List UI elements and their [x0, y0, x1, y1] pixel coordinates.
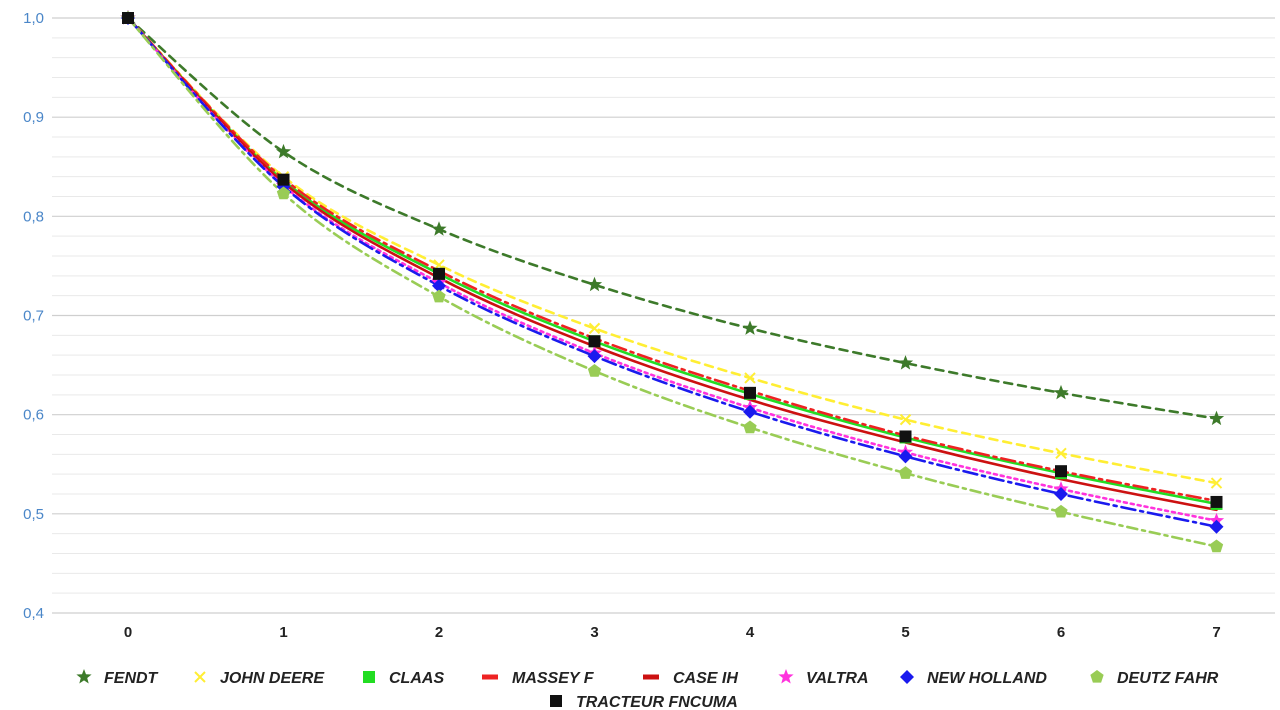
y-tick-label: 0,5: [23, 506, 44, 523]
legend-item-deutz-fahr: DEUTZ FAHR: [1090, 670, 1219, 687]
marker-tracteur-fncuma: [744, 386, 756, 399]
y-tick-label: 1,0: [23, 10, 44, 27]
marker-john-deere: [899, 413, 912, 426]
marker-john-deere: [1210, 477, 1223, 489]
marker-fendt: [1053, 384, 1069, 400]
marker-fendt: [1208, 410, 1225, 426]
marker-deutz-fahr: [898, 466, 913, 479]
legend-item-case-ih: CASE IH: [643, 670, 738, 687]
x-tick-label: 7: [1212, 624, 1220, 641]
marker-deutz-fahr: [432, 289, 446, 303]
legend-label: NEW HOLLAND: [927, 670, 1047, 687]
series-line-claas: [126, 16, 1218, 506]
series-line-massey-f: [126, 16, 1218, 503]
legend-marker-john-deere: [194, 671, 206, 683]
y-tick-label: 0,9: [23, 109, 44, 126]
marker-new-holland: [432, 278, 446, 293]
legend-label: CLAAS: [389, 670, 444, 687]
marker-john-deere: [1055, 447, 1067, 460]
marker-new-holland: [898, 449, 913, 464]
x-tick-label: 6: [1057, 624, 1065, 641]
legend-label: MASSEY F: [512, 670, 595, 687]
marker-tracteur-fncuma: [122, 12, 134, 24]
legend-label: TRACTEUR FNCUMA: [576, 694, 738, 710]
legend-label: FENDT: [104, 670, 159, 687]
marker-tracteur-fncuma: [277, 173, 290, 186]
marker-deutz-fahr: [276, 186, 291, 200]
x-tick-label: 1: [279, 624, 287, 641]
marker-deutz-fahr: [743, 420, 757, 434]
marker-tracteur-fncuma: [1210, 495, 1223, 508]
legend-marker-tracteur-fncuma: [550, 695, 562, 707]
marker-john-deere: [588, 322, 601, 335]
marker-tracteur-fncuma: [1055, 465, 1067, 478]
legend-label: DEUTZ FAHR: [1117, 670, 1219, 687]
marker-fendt: [586, 276, 603, 292]
marker-new-holland: [743, 404, 757, 419]
series-line-case-ih: [126, 16, 1218, 512]
legend-item-massey-f: MASSEY F: [482, 670, 595, 687]
legend-marker-case-ih: [643, 674, 659, 680]
marker-tracteur-fncuma: [588, 335, 601, 348]
x-tick-label: 2: [435, 624, 443, 641]
marker-new-holland: [1209, 519, 1224, 534]
marker-deutz-fahr: [1209, 539, 1224, 553]
x-tick-label: 3: [590, 624, 598, 641]
y-tick-label: 0,7: [23, 308, 44, 325]
marker-fendt: [275, 143, 292, 159]
legend-label: JOHN DEERE: [220, 670, 325, 687]
x-tick-label: 4: [746, 624, 755, 641]
y-tick-label: 0,6: [23, 407, 44, 424]
legend-marker-valtra: [778, 669, 794, 684]
series-markers: [120, 10, 1225, 553]
marker-deutz-fahr: [1054, 504, 1068, 518]
x-axis-ticks: 0 1 2 3 4 5 6 7: [124, 624, 1221, 641]
marker-new-holland: [587, 349, 602, 364]
marker-fendt: [742, 320, 758, 335]
series-line-fendt: [126, 16, 1218, 420]
legend-marker-deutz-fahr: [1090, 670, 1104, 683]
x-tick-label: 5: [901, 624, 909, 641]
series-line-valtra: [126, 16, 1218, 523]
y-axis-ticks: 0,4 0,5 0,6 0,7 0,8 0,9 1,0: [23, 10, 44, 622]
y-tick-label: 0,8: [23, 208, 44, 225]
legend-item-fendt: FENDT: [76, 669, 159, 687]
gridlines: [52, 17, 1275, 614]
legend-label: CASE IH: [673, 670, 738, 687]
x-tick-label: 0: [124, 624, 132, 641]
legend-item-tracteur-fncuma: TRACTEUR FNCUMA: [550, 694, 738, 710]
legend-marker-new-holland: [900, 670, 914, 684]
marker-fendt: [431, 221, 447, 236]
legend-marker-fendt: [76, 669, 92, 684]
legend-item-new-holland: NEW HOLLAND: [900, 670, 1047, 687]
marker-tracteur-fncuma: [899, 430, 912, 443]
legend-marker-massey-f: [482, 674, 498, 680]
marker-fendt: [897, 355, 914, 370]
legend-item-john-deere: JOHN DEERE: [194, 670, 325, 687]
series-line-new-holland: [126, 16, 1218, 529]
marker-deutz-fahr: [587, 364, 602, 377]
series-line-john-deere: [126, 16, 1218, 485]
legend-item-valtra: VALTRA: [778, 669, 869, 687]
legend-item-claas: CLAAS: [363, 670, 444, 687]
y-tick-label: 0,4: [23, 605, 44, 622]
marker-john-deere: [744, 372, 756, 384]
legend: FENDT JOHN DEERE CLAAS MASSEY F CASE IH VALTR…: [76, 669, 1219, 710]
marker-tracteur-fncuma: [433, 267, 445, 280]
legend-marker-claas: [363, 671, 375, 683]
legend-label: VALTRA: [806, 670, 869, 687]
marker-new-holland: [1054, 487, 1068, 501]
